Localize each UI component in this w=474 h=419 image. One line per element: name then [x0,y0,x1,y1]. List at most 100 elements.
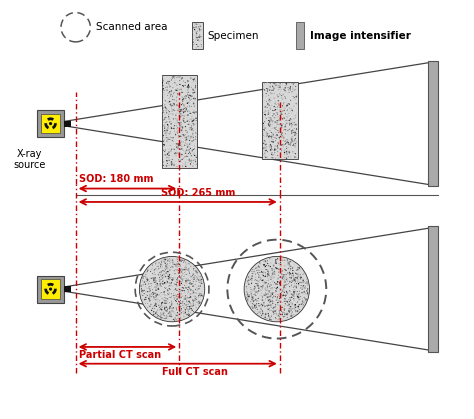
Point [300,301,307,308]
Point [288,311,295,318]
Point [266,305,273,312]
Point [274,100,282,107]
Point [184,104,191,111]
Point [268,284,276,291]
Point [298,275,305,282]
Point [288,140,296,146]
Point [292,302,299,308]
Point [139,273,147,280]
Point [295,291,302,298]
Point [154,280,161,287]
Point [154,313,161,320]
Point [167,311,175,318]
Point [285,259,293,266]
Point [275,101,283,108]
Point [276,97,283,104]
Point [269,298,276,305]
Point [277,278,284,285]
Point [159,277,167,284]
Point [139,275,147,282]
Point [248,296,255,303]
Point [178,124,186,130]
Point [276,82,284,88]
Point [168,263,176,270]
Point [168,161,176,168]
Point [264,260,272,267]
Point [138,277,146,284]
Point [175,267,182,274]
Point [278,277,286,283]
Point [278,86,285,93]
Point [281,266,288,273]
Point [180,118,187,124]
Point [146,292,154,299]
Point [289,138,297,145]
Point [184,147,192,153]
Point [150,290,158,296]
Point [150,267,158,274]
Point [301,300,308,306]
Point [159,146,167,153]
Point [288,89,296,96]
Point [174,285,182,292]
Point [190,302,197,309]
Point [196,283,204,290]
Point [303,278,310,285]
Point [264,274,271,281]
Point [280,306,287,313]
Point [273,119,281,126]
Point [177,279,185,285]
Point [269,146,276,153]
Point [175,263,182,270]
Point [279,316,287,323]
Point [183,136,191,142]
Point [163,304,171,310]
Point [296,276,304,283]
Point [292,140,299,147]
Point [284,261,292,267]
Point [293,100,301,106]
Point [176,315,183,322]
Point [268,87,276,93]
Point [264,312,272,319]
Point [176,81,184,88]
Point [267,106,274,112]
Point [283,267,290,274]
Point [294,294,302,301]
Point [281,146,289,153]
Point [293,299,301,306]
Point [180,310,188,317]
Point [279,308,287,315]
Point [277,294,285,300]
Point [178,287,185,294]
Point [272,83,279,89]
Point [162,147,169,154]
Point [259,271,266,278]
Point [146,292,153,298]
Point [302,291,310,297]
Point [199,292,206,299]
Point [180,106,187,113]
Point [301,295,308,302]
Point [246,275,254,282]
Point [279,80,286,87]
Point [186,141,193,147]
Point [255,284,263,290]
Point [270,309,278,316]
Point [254,282,262,289]
Point [185,135,192,142]
Point [164,269,172,275]
Point [183,261,191,268]
Point [182,281,190,288]
Point [146,293,154,300]
Point [267,94,274,101]
Point [176,150,184,157]
Point [191,75,199,82]
Point [246,285,254,291]
Point [165,283,173,290]
Point [266,83,274,90]
Point [169,103,177,109]
Point [190,157,197,164]
Point [278,306,285,313]
Point [178,299,186,305]
